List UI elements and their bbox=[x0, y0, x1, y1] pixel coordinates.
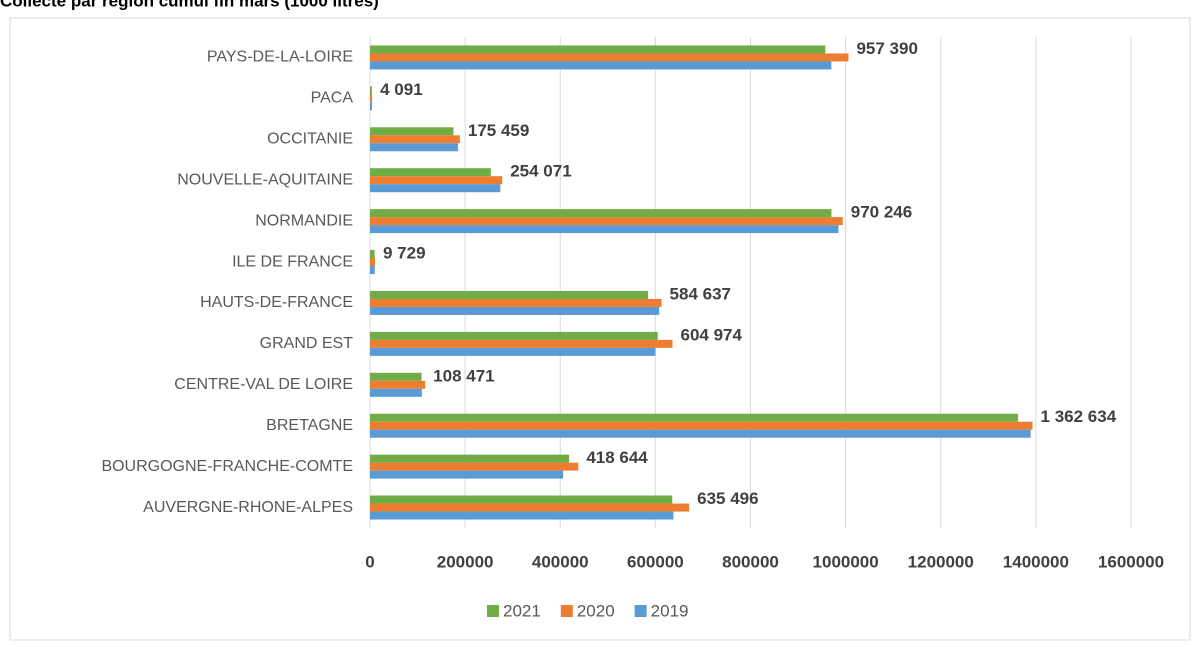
y-tick-label: BOURGOGNE-FRANCHE-COMTE bbox=[101, 458, 353, 475]
bar bbox=[370, 388, 422, 397]
bar bbox=[370, 135, 460, 144]
x-tick-label: 1000000 bbox=[813, 552, 879, 571]
bar bbox=[370, 209, 832, 218]
legend-swatch bbox=[560, 605, 573, 617]
y-tick-label: ILE DE FRANCE bbox=[232, 253, 353, 270]
bar bbox=[370, 421, 1033, 430]
data-label: 418 644 bbox=[586, 448, 648, 467]
bar bbox=[370, 470, 564, 479]
data-label: 108 471 bbox=[433, 366, 494, 385]
bar bbox=[370, 298, 662, 307]
bar bbox=[370, 511, 674, 520]
bar bbox=[370, 250, 375, 259]
bar bbox=[370, 462, 579, 471]
bar bbox=[370, 331, 658, 340]
bar bbox=[370, 225, 839, 234]
y-tick-label: PACA bbox=[311, 90, 354, 107]
bar bbox=[370, 503, 690, 512]
data-label: 584 637 bbox=[670, 284, 731, 303]
data-label: 970 246 bbox=[851, 203, 912, 222]
y-tick-label: HAUTS-DE-FRANCE bbox=[200, 294, 353, 311]
x-tick-label: 600000 bbox=[627, 552, 684, 571]
bar bbox=[370, 339, 673, 348]
bar bbox=[370, 127, 454, 136]
y-tick-label: BRETAGNE bbox=[266, 417, 353, 434]
legend-label: 2021 bbox=[503, 601, 541, 620]
chart-frame bbox=[9, 17, 1191, 641]
data-label: 957 390 bbox=[856, 39, 917, 58]
x-tick-label: 200000 bbox=[437, 552, 494, 571]
data-label: 604 974 bbox=[680, 325, 742, 344]
bar bbox=[370, 53, 849, 62]
x-tick-label: 1200000 bbox=[908, 552, 974, 571]
bar bbox=[370, 102, 372, 111]
data-label: 635 496 bbox=[697, 489, 758, 508]
legend-label: 2019 bbox=[651, 601, 689, 620]
bar bbox=[370, 290, 649, 299]
bar bbox=[370, 184, 501, 193]
bar bbox=[370, 168, 491, 177]
x-tick-label: 1600000 bbox=[1098, 552, 1164, 571]
data-label: 175 459 bbox=[468, 121, 529, 140]
bar bbox=[370, 86, 372, 95]
bar bbox=[370, 372, 422, 381]
bar bbox=[370, 94, 373, 103]
bar bbox=[370, 429, 1031, 438]
y-tick-label: OCCITANIE bbox=[267, 131, 353, 148]
bar bbox=[370, 495, 673, 504]
legend-label: 2020 bbox=[577, 601, 615, 620]
bar bbox=[370, 143, 458, 152]
bar bbox=[370, 176, 503, 185]
x-tick-label: 800000 bbox=[722, 552, 779, 571]
bar bbox=[370, 45, 826, 54]
legend-swatch bbox=[634, 605, 647, 617]
y-tick-label: NOUVELLE-AQUITAINE bbox=[177, 171, 353, 188]
data-label: 9 729 bbox=[383, 244, 426, 263]
bar bbox=[370, 454, 570, 463]
data-label: 254 071 bbox=[510, 162, 571, 181]
bar bbox=[370, 266, 375, 275]
x-tick-label: 400000 bbox=[532, 552, 589, 571]
y-tick-label: NORMANDIE bbox=[255, 212, 353, 229]
data-label: 4 091 bbox=[380, 80, 423, 99]
bar bbox=[370, 306, 660, 315]
x-tick-label: 0 bbox=[365, 552, 374, 571]
y-tick-label: CENTRE-VAL DE LOIRE bbox=[174, 376, 353, 393]
data-label: 1 362 634 bbox=[1041, 407, 1117, 426]
chart-title: Collecte par région cumul fin mars (1000… bbox=[0, 0, 379, 10]
y-tick-label: GRAND EST bbox=[260, 335, 354, 352]
x-tick-label: 1400000 bbox=[1003, 552, 1069, 571]
bar bbox=[370, 347, 656, 356]
legend-swatch bbox=[487, 605, 499, 617]
bar bbox=[370, 217, 843, 226]
bar bbox=[370, 380, 426, 389]
bar bbox=[370, 413, 1019, 422]
bar bbox=[370, 258, 375, 267]
bar bbox=[370, 61, 832, 70]
y-tick-label: AUVERGNE-RHONE-ALPES bbox=[143, 499, 353, 516]
y-tick-label: PAYS-DE-LA-LOIRE bbox=[207, 49, 353, 66]
